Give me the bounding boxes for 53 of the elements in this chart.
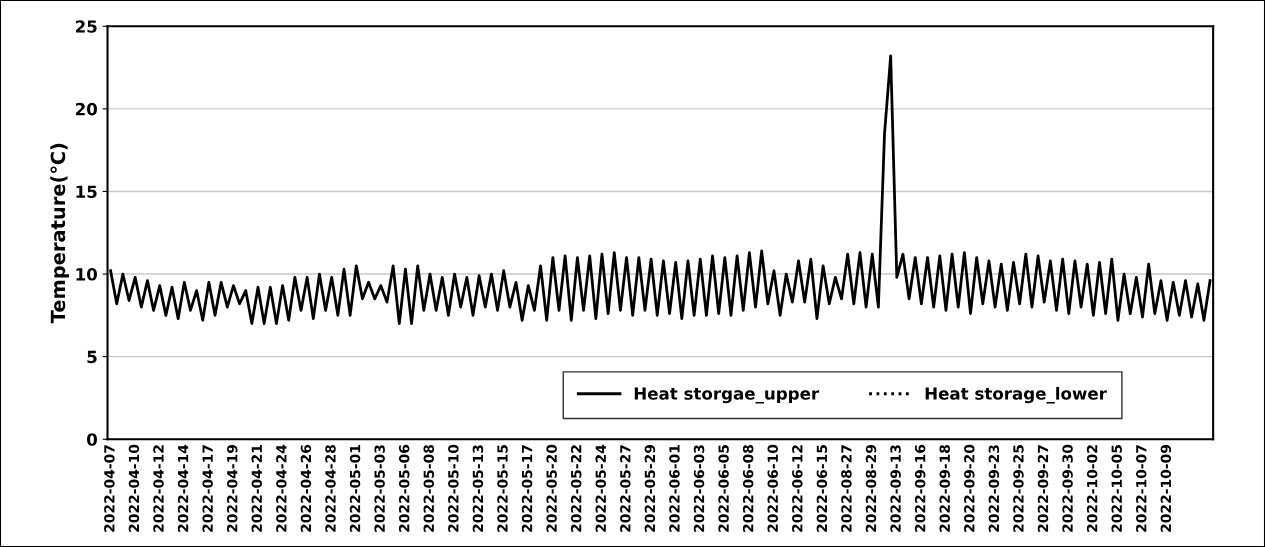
x-tick-label: 2022-10-02 <box>1086 445 1098 532</box>
x-tick-label: 2022-05-29 <box>644 444 656 532</box>
x-tick-label: 2022-05-13 <box>472 445 484 532</box>
x-tick-label: 2022-06-12 <box>792 445 803 532</box>
legend-label: Heat storage_lower <box>925 386 1107 404</box>
x-tick-label: 2022-05-17 <box>521 445 533 532</box>
x-tick-label: 2022-05-27 <box>620 445 631 532</box>
x-tick-label: 2022-05-03 <box>374 445 385 532</box>
x-tick-label: 2022-10-09 <box>1160 444 1172 532</box>
x-tick-label: 2022-04-26 <box>300 444 312 532</box>
x-tick-label: 2022-05-22 <box>570 445 582 532</box>
x-tick-label: 2022-06-10 <box>767 444 778 532</box>
x-tick-label: 2022-04-21 <box>251 445 263 532</box>
x-tick-label: 2022-09-20 <box>964 444 975 532</box>
x-tick-label: 2022-04-10 <box>128 444 140 532</box>
x-tick-label: 2022-06-05 <box>718 445 729 532</box>
x-tick-label: 2022-04-24 <box>276 444 287 532</box>
x-tick-label: 2022-09-16 <box>914 444 926 532</box>
y-tick-label: 20 <box>75 102 98 116</box>
x-tick-label: 2022-05-08 <box>423 444 435 532</box>
x-tick-label: 2022-05-15 <box>497 445 508 532</box>
x-tick-label: 2022-05-20 <box>546 444 557 532</box>
x-tick-label: 2022-06-03 <box>693 445 705 532</box>
x-tick-label: 2022-09-23 <box>988 445 1000 532</box>
x-tick-label: 2022-04-12 <box>153 445 164 532</box>
legend-label: Heat storgae_upper <box>634 387 820 404</box>
x-tick-label: 2022-09-27 <box>1037 445 1049 532</box>
x-tick-label: 2022-05-24 <box>595 444 607 532</box>
x-tick-label: 2022-04-19 <box>226 444 238 532</box>
y-tick-label: 15 <box>76 185 97 199</box>
x-tick-label: 2022-09-25 <box>1013 445 1024 532</box>
y-tick-label: 5 <box>87 350 97 364</box>
x-tick-label: 2022-09-30 <box>1062 444 1073 532</box>
y-tick-label: 0 <box>87 433 98 446</box>
x-tick-label: 2022-06-01 <box>669 445 680 532</box>
y-tick-label: 25 <box>75 20 97 33</box>
x-tick-label: 2022-05-01 <box>349 445 361 532</box>
y-axis-title: Temperature(℃) <box>50 143 70 324</box>
x-tick-label: 2022-08-27 <box>841 445 852 532</box>
x-tick-label: 2022-04-17 <box>202 445 213 532</box>
x-tick-label: 2022-09-13 <box>890 445 901 532</box>
x-tick-label: 2022-04-14 <box>177 444 189 532</box>
x-tick-label: 2022-06-15 <box>816 445 828 532</box>
x-tick-label: 2022-10-07 <box>1136 445 1147 532</box>
x-tick-label: 2022-05-06 <box>398 444 410 532</box>
x-tick-label: 2022-08-29 <box>865 444 877 532</box>
y-tick-label: 10 <box>76 268 98 281</box>
x-tick-label: 2022-06-08 <box>742 444 754 532</box>
x-tick-label: 2022-10-05 <box>1111 445 1122 532</box>
x-tick-label: 2022-09-18 <box>939 444 950 532</box>
x-tick-label: 2022-04-28 <box>325 444 336 532</box>
x-tick-label: 2022-05-10 <box>448 444 459 532</box>
x-tick-label: 2022-04-07 <box>104 445 115 532</box>
